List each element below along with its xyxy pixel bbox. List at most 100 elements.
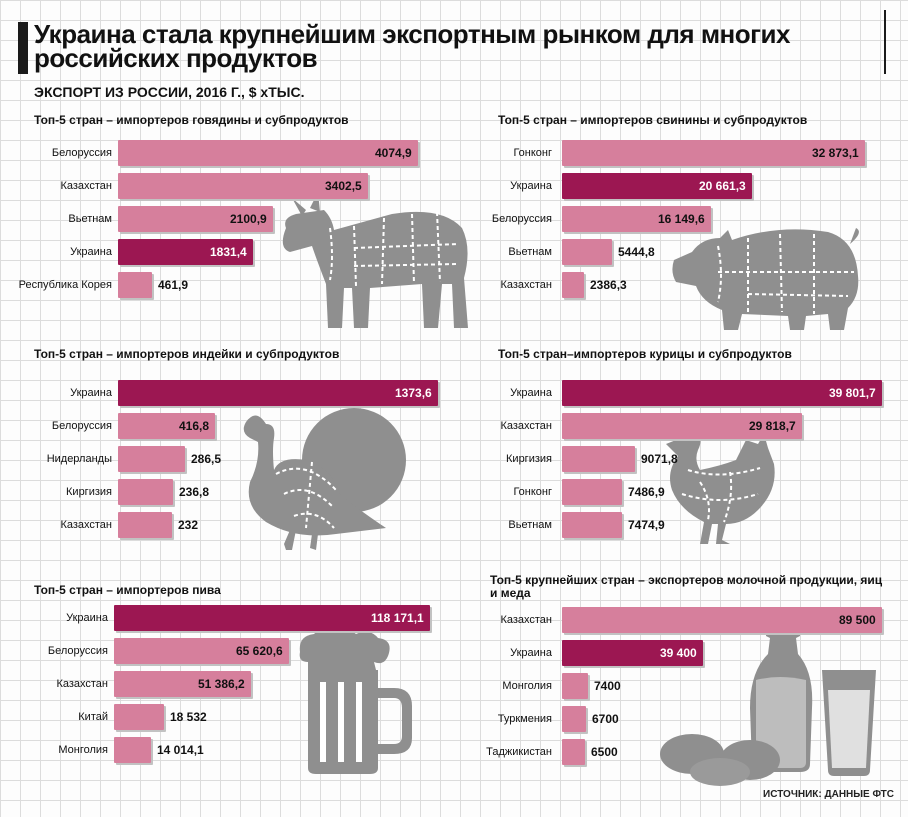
data-label: 20 661,3 [699,179,746,193]
bar [114,671,251,697]
data-label: 6500 [591,745,618,759]
bar [562,640,703,666]
chart-title: Топ-5 крупнейших стран – экспортеров мол… [490,573,883,600]
bar [562,380,882,406]
data-label: 118 171,1 [371,611,424,625]
beer-mug-icon [299,629,412,774]
category-label: Украина [510,647,552,659]
data-label: 4074,9 [375,146,412,160]
data-label: 461,9 [158,278,189,292]
category-label: Казахстан [56,678,108,690]
category-label: Казахстан [60,180,112,192]
category-label: Киргизия [506,453,552,465]
category-label: Нидерланды [46,453,112,465]
data-label: 5444,8 [618,245,655,259]
bar [118,239,253,265]
data-label: 51 386,2 [198,677,245,691]
data-label: 7486,9 [628,485,665,499]
bar [114,605,430,631]
category-label: Казахстан [500,614,552,626]
bar [562,446,635,472]
data-label: 1373,6 [395,386,432,400]
category-label: Гонконг [513,486,552,498]
data-label: 39 801,7 [829,386,876,400]
data-label: 65 620,6 [236,644,283,658]
data-label: 9071,8 [641,452,678,466]
data-label: 416,8 [179,419,210,433]
page-subtitle: ЭКСПОРТ ИЗ РОССИИ, 2016 Г., $ хТЫС. [34,84,305,100]
category-label: Белоруссия [47,645,108,657]
data-label: 7474,9 [628,518,665,532]
category-label: Монголия [502,680,552,692]
data-label: 89 500 [839,613,876,627]
data-label: 18 532 [170,710,207,724]
bar [118,479,173,505]
bar [118,272,152,298]
category-label: Гонконг [513,147,552,159]
cow-icon [282,192,468,328]
data-label: 3402,5 [325,179,362,193]
bar [562,706,586,732]
category-label: Украина [66,612,108,624]
bar [118,512,172,538]
title-accent-bar [18,22,28,74]
category-label: Украина [70,246,112,258]
category-label: Таджикистан [486,746,552,758]
bar [562,413,802,439]
data-label: 1831,4 [210,245,247,259]
bar [114,704,164,730]
category-label: Казахстан [500,279,552,291]
category-label: Казахстан [60,519,112,531]
bar [114,638,289,664]
data-label: 39 400 [660,646,697,660]
bar [562,173,752,199]
chart-title: Топ-5 стран – импортеров свинины и субпр… [498,113,808,127]
category-label: Белоруссия [51,420,112,432]
category-label: Китай [78,711,108,723]
chart-title: Топ-5 стран–импортеров курицы и субпроду… [498,347,792,361]
bar [562,512,622,538]
category-label: Вьетнам [508,519,552,531]
bar [562,206,711,232]
bar [118,446,185,472]
data-label: 232 [178,518,199,532]
chart-title: Топ-5 стран – импортеров пива [34,583,221,597]
data-label: 16 149,6 [658,212,705,226]
data-label: 7400 [594,679,621,693]
category-label: Киргизия [66,486,112,498]
bar [562,272,584,298]
chart-title: Топ-5 стран – импортеров индейки и субпр… [34,347,340,361]
category-label: Украина [510,180,552,192]
category-label: Казахстан [500,420,552,432]
bar [118,206,273,232]
category-label: Украина [510,387,552,399]
category-label: Белоруссия [51,147,112,159]
bar [118,173,368,199]
milk-eggs-icon [660,624,876,786]
category-label: Украина [70,387,112,399]
bar [118,140,418,166]
category-label: Вьетнам [508,246,552,258]
title-rule [884,10,886,74]
category-label: Монголия [58,744,108,756]
pig-icon [672,228,859,330]
category-label: Белоруссия [491,213,552,225]
data-label: 2100,9 [230,212,267,226]
bar [562,739,585,765]
data-label: 32 873,1 [812,146,859,160]
bar [562,673,588,699]
data-label: 2386,3 [590,278,627,292]
bar [562,479,622,505]
data-label: 236,8 [179,485,210,499]
bar [562,239,612,265]
chicken-icon [666,422,775,544]
data-label: 29 818,7 [749,419,796,433]
bar [118,380,438,406]
turkey-icon [243,408,406,550]
data-label: 14 014,1 [157,743,204,757]
bar [114,737,151,763]
page-title: Украина стала крупнейшим экспортным рынк… [34,19,790,73]
data-label: 6700 [592,712,619,726]
data-label: 286,5 [191,452,222,466]
